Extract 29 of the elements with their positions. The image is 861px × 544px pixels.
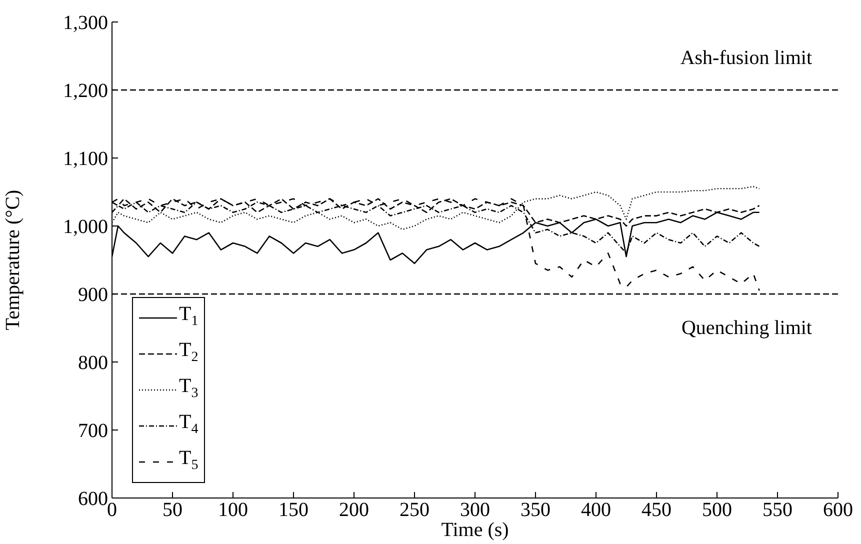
legend-label: T$_{1}$ <box>179 303 198 329</box>
y-tick-label: 800 <box>78 352 108 374</box>
x-tick-label: 450 <box>642 499 672 522</box>
x-tick-label: 100 <box>218 499 248 522</box>
y-tick-label: 700 <box>78 420 108 442</box>
legend-label: T$_{5}$ <box>179 447 198 473</box>
x-tick-label: 400 <box>581 499 611 522</box>
x-tick-label: 550 <box>762 499 792 522</box>
y-tick-label: 1,000 <box>63 216 108 238</box>
x-tick-label: 150 <box>278 499 308 522</box>
x-axis-title: Time (s) <box>441 519 509 541</box>
x-tick-label: 600 <box>823 499 853 522</box>
x-tick-label: 500 <box>702 499 732 522</box>
y-tick-label: 1,100 <box>63 148 108 170</box>
x-tick-label: 250 <box>400 499 430 522</box>
y-tick-label: 1,200 <box>63 80 108 102</box>
y-axis-title: Temperature (°C) <box>2 190 24 330</box>
x-tick-label: 0 <box>107 499 117 522</box>
ref-line-label: Quenching limit <box>681 317 812 340</box>
ref-line-label: Ash-fusion limit <box>680 47 812 69</box>
legend-label: T$_{4}$ <box>179 411 198 437</box>
y-tick-label: 900 <box>78 284 108 306</box>
y-tick-label: 1,300 <box>63 12 108 34</box>
legend-label: T$_{3}$ <box>179 375 198 401</box>
x-tick-label: 50 <box>162 499 182 522</box>
x-tick-label: 350 <box>520 499 550 522</box>
legend-label: T$_{2}$ <box>179 339 198 365</box>
x-tick-label: 300 <box>460 499 490 522</box>
x-tick-label: 200 <box>339 499 369 522</box>
